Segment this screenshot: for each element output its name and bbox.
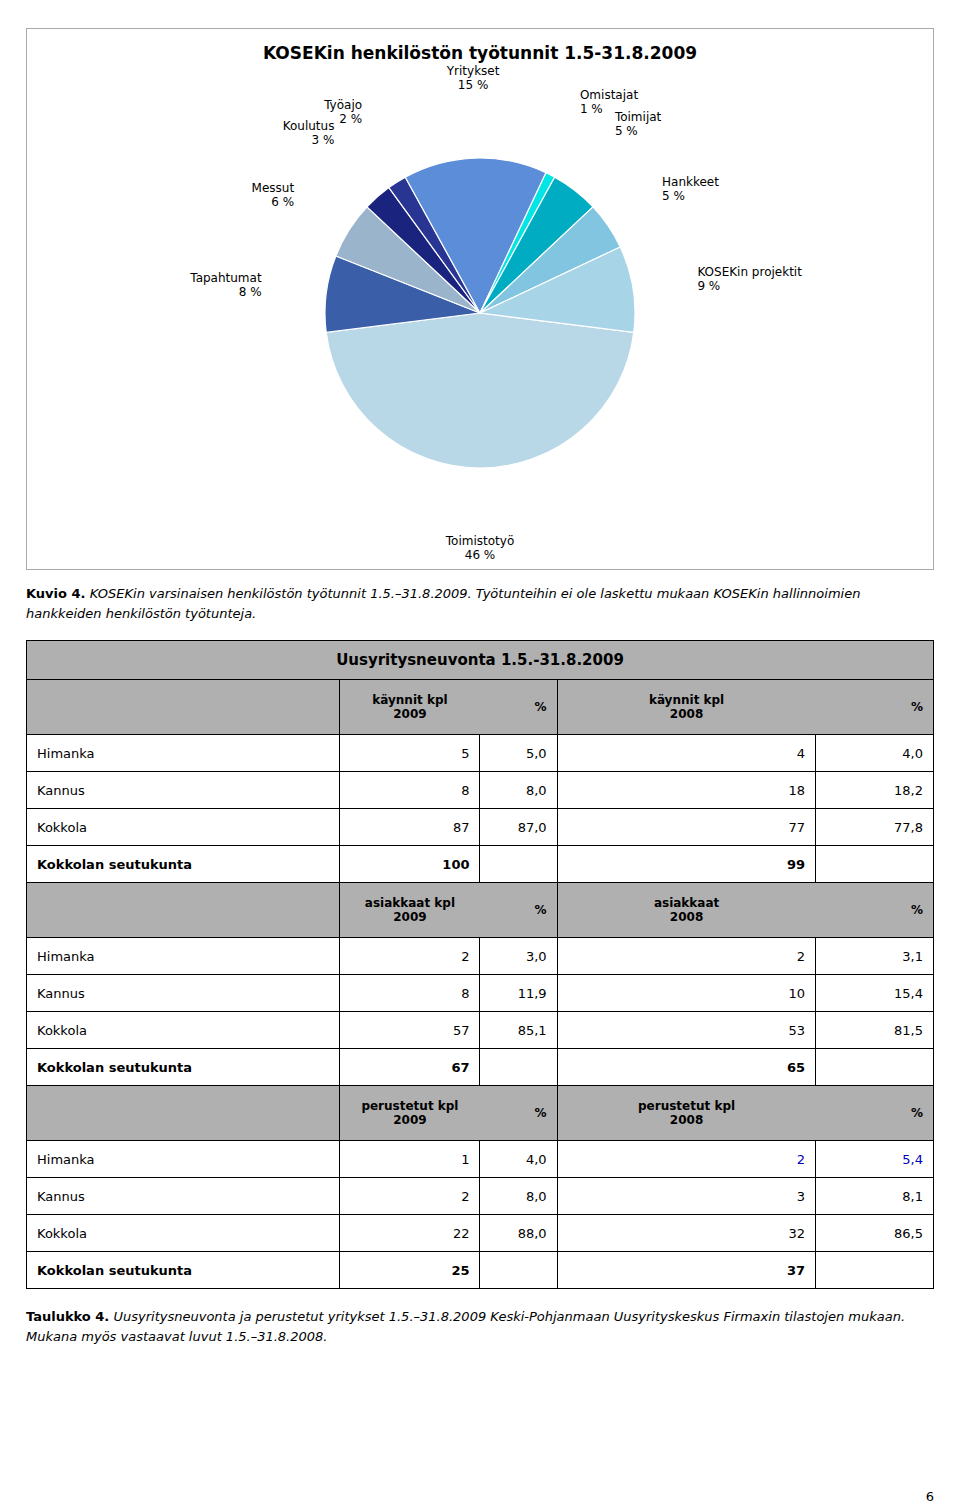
html-text:Kokkola: Kokkola [37, 1225, 87, 1241]
html-text:87: 87 [452, 819, 470, 835]
html-text:8,1: 8,1 [902, 1188, 923, 1204]
html-text:Kannus: Kannus [37, 782, 85, 798]
html-text:2: 2 [461, 1188, 470, 1204]
html-text:Kokkola: Kokkola [37, 1022, 87, 1038]
html-text:Himanka: Himanka [37, 745, 95, 761]
svg-text:Tapahtumat8 %: Tapahtumat8 % [189, 271, 262, 299]
svg-text:Yritykset15 %: Yritykset15 % [446, 64, 500, 92]
html-text:18: 18 [788, 782, 806, 798]
html-text:Kokkolan seutukunta: Kokkolan seutukunta [37, 1059, 193, 1075]
html-text:67: 67 [451, 1059, 470, 1075]
html-text:2: 2 [461, 948, 470, 964]
html-text:Taulukko 4. Uusyritysneuvonta: Taulukko 4. Uusyritysneuvonta ja peruste… [26, 1309, 906, 1344]
html-text:KOSEKin henkilöstön työtunnit: KOSEKin henkilöstön työtunnit 1.5-31.8.2… [262, 43, 698, 63]
html-text:65: 65 [787, 1059, 806, 1075]
html-text:perustetut kpl 2009: perustetut kpl 2009 [361, 1099, 459, 1127]
html-text:85,1: 85,1 [517, 1022, 547, 1038]
html-text:8: 8 [461, 782, 470, 798]
html-text:Kokkolan seutukunta: Kokkolan seutukunta [37, 1262, 193, 1278]
html-text:87,0: 87,0 [517, 819, 547, 835]
html-text:22: 22 [452, 1225, 470, 1241]
html-text:Kokkola: Kokkola [37, 819, 87, 835]
html-text:4,0: 4,0 [902, 745, 923, 761]
html-text:1 %: 1 % [579, 101, 603, 116]
html-text:Kannus: Kannus [37, 1188, 85, 1204]
html-text:4,0: 4,0 [525, 1151, 547, 1167]
html-text:käynnit kpl 2009: käynnit kpl 2009 [372, 693, 448, 721]
html-text:5: 5 [461, 745, 470, 761]
html-text:1: 1 [461, 1151, 470, 1167]
svg-text:Toimistotyö46 %: Toimistotyö46 % [445, 534, 514, 562]
html-text:53: 53 [788, 1022, 806, 1038]
html-text:86,5: 86,5 [894, 1225, 923, 1241]
html-text:3,0: 3,0 [525, 948, 547, 964]
html-text:57: 57 [452, 1022, 470, 1038]
html-text:Himanka: Himanka [37, 1151, 95, 1167]
html-text:100: 100 [442, 856, 470, 872]
html-text:88,0: 88,0 [517, 1225, 547, 1241]
html-text:Omistajat: Omistajat [579, 87, 639, 102]
html-text:asiakkaat 2008: asiakkaat 2008 [653, 896, 720, 924]
html-text:6: 6 [925, 1489, 934, 1504]
html-text:Himanka: Himanka [37, 948, 95, 964]
svg-text:Hankkeet5 %: Hankkeet5 % [662, 175, 719, 203]
html-text:asiakkaat kpl 2009: asiakkaat kpl 2009 [364, 896, 455, 924]
svg-text:KOSEKin projektit9 %: KOSEKin projektit9 % [697, 265, 802, 293]
html-text:32: 32 [788, 1225, 806, 1241]
html-text:2: 2 [796, 948, 806, 964]
html-text:perustetut kpl 2008: perustetut kpl 2008 [638, 1099, 736, 1127]
html-text:Kuvio 4. KOSEKin varsinaisen h: Kuvio 4. KOSEKin varsinaisen henkilöstön… [26, 586, 861, 621]
html-text:10: 10 [788, 985, 806, 1001]
html-text:25: 25 [451, 1262, 470, 1278]
html-text:Uusyritysneuvonta 1.5.-31.8.20: Uusyritysneuvonta 1.5.-31.8.2009 [336, 651, 624, 669]
svg-text:Työajo2 %: Työajo2 % [323, 98, 362, 126]
svg-text:Koulutus3 %: Koulutus3 % [283, 119, 335, 147]
html-text:Kannus: Kannus [37, 985, 85, 1001]
html-text:3: 3 [796, 1188, 806, 1204]
html-text:18,2: 18,2 [894, 782, 923, 798]
html-text:5,4: 5,4 [902, 1151, 923, 1167]
html-text:99: 99 [787, 856, 806, 872]
html-text:77: 77 [788, 819, 806, 835]
html-text:81,5: 81,5 [894, 1022, 923, 1038]
html-text:5,0: 5,0 [525, 745, 547, 761]
html-text:Kokkolan seutukunta: Kokkolan seutukunta [37, 856, 193, 872]
html-text:2: 2 [796, 1151, 806, 1167]
html-text:11,9: 11,9 [517, 985, 547, 1001]
svg-text:Toimijat5 %: Toimijat5 % [614, 110, 662, 138]
html-text:37: 37 [787, 1262, 806, 1278]
svg-text:Messut6 %: Messut6 % [252, 181, 295, 209]
html-text:3,1: 3,1 [902, 948, 923, 964]
html-text:käynnit kpl 2008: käynnit kpl 2008 [648, 693, 725, 721]
html-text:15,4: 15,4 [894, 985, 923, 1001]
html-text:4: 4 [796, 745, 806, 761]
html-text:8: 8 [461, 985, 470, 1001]
html-text:77,8: 77,8 [894, 819, 923, 835]
html-text:8,0: 8,0 [525, 1188, 547, 1204]
html-text:8,0: 8,0 [525, 782, 547, 798]
